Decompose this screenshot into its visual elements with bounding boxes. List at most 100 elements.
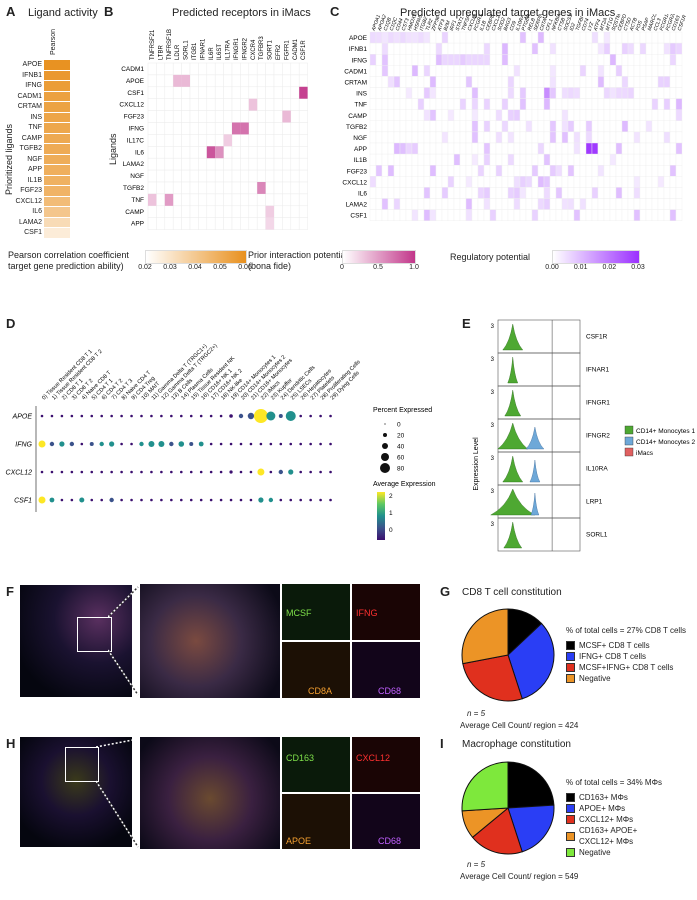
panel-b-heat-cell [214, 193, 224, 207]
panel-c-heat-cell [555, 65, 563, 77]
panel-d-dot [140, 498, 143, 502]
panel-c-heat-cell [375, 42, 383, 55]
panel-c-heat-cell [537, 109, 545, 121]
panel-d-dot [269, 442, 273, 446]
panel-d-size-legend-dot [380, 463, 390, 473]
panel-c-heat-cell [549, 109, 557, 121]
panel-c-heat-cell [375, 31, 383, 44]
panel-c-heat-cell [573, 187, 581, 199]
panel-d-dot [60, 470, 64, 474]
panel-b-heat-cell [214, 134, 224, 147]
panel-c-heat-cell [471, 187, 479, 199]
panel-c-heat-cell [387, 209, 395, 221]
panel-c-heat-cell [573, 76, 581, 88]
panel-c-heat-cell [645, 87, 653, 99]
panel-h-merged-zoom-image [140, 737, 280, 849]
panel-d-dot [229, 442, 233, 446]
panel-c-heat-cell [507, 87, 515, 99]
panel-a-ligand-label: TGFB2 [19, 145, 42, 152]
panel-c-heat-cell [657, 164, 665, 177]
panel-b-heat-cell [189, 193, 199, 207]
panel-c-heat-cell [513, 65, 521, 77]
panel-c-heat-cell [669, 198, 677, 210]
legend-tick: 0.04 [188, 264, 202, 271]
panel-b-heat-cell [240, 169, 250, 183]
panel-c-heat-cell [549, 31, 557, 44]
panel-b-heat-cell [198, 217, 208, 230]
panel-b-heat-cell-active [257, 182, 266, 194]
panel-c-heat-cell [537, 209, 545, 221]
panel-c-heat-cell [633, 31, 641, 44]
panel-c-heat-cell [537, 76, 545, 88]
panel-c-heat-cell [477, 76, 485, 88]
panel-b-heat-cell [256, 193, 266, 207]
panel-c-heat-cell [603, 54, 611, 66]
panel-c-heat-cell [387, 109, 395, 121]
panel-c-heat-cell [603, 42, 611, 55]
panel-c-heat-cell [561, 54, 569, 66]
panel-h-marker-cd68: CD68 [378, 836, 402, 846]
panel-c-heat-cell [369, 176, 377, 188]
panel-b-heat-cell [147, 181, 157, 195]
panel-d-dot [189, 442, 194, 446]
panel-c-heat-cell [591, 164, 599, 177]
panel-e-ytick: 3 [491, 489, 495, 495]
panel-c-heat-cell [393, 131, 401, 144]
panel-d-dot [329, 470, 332, 474]
panel-c-heat-cell [381, 87, 389, 99]
panel-c-heat-cell [447, 131, 455, 144]
panel-c-heat-cell [519, 76, 527, 88]
panel-c-heat-cell [495, 142, 503, 155]
pie-legend-label: MCSF+IFNG+ CD8 T cells [579, 663, 674, 672]
panel-c-gene-label: CD74 [581, 17, 591, 31]
panel-c-heat-cell [381, 164, 389, 177]
panel-b-heat-cell [214, 62, 224, 76]
panel-c-heat-cell [579, 176, 587, 188]
panel-d-dot [209, 442, 213, 446]
panel-c-heat-cell [657, 176, 665, 188]
panel-c-heat-cell [477, 198, 485, 210]
panel-b-heat-cell [214, 217, 224, 230]
panel-d-size-legend-dot [383, 433, 387, 437]
panel-c-heat-cell [597, 176, 605, 188]
panel-d-dot [180, 498, 183, 502]
panel-b-heat-cell [282, 86, 292, 99]
panel-d-dot [266, 411, 276, 421]
panel-c-heat-cell [573, 164, 581, 177]
panel-c-heat-cell [609, 76, 617, 88]
panel-c-heat-cell [549, 120, 557, 133]
panel-c-heat-cell [603, 198, 611, 210]
panel-b-heat-cell [164, 181, 174, 195]
panel-c-heat-cell [543, 76, 551, 88]
panel-b-heat-cell [206, 134, 216, 147]
panel-b-title: Predicted receptors in iMacs [172, 7, 311, 19]
panel-d-dot [258, 497, 264, 503]
panel-b-heat-cell [156, 86, 166, 99]
panel-c-heat-cell [471, 54, 479, 66]
panel-c-heat-cell [501, 65, 509, 77]
panel-c-heat-cell [423, 131, 431, 144]
panel-b-heat-cell [214, 157, 224, 171]
panel-c-heat-cell [645, 42, 653, 55]
panel-b-heat-cell-active [265, 217, 274, 230]
panel-c-heat-cell [495, 54, 503, 66]
panel-d-dot [150, 498, 153, 502]
panel-c-heat-cell [507, 98, 515, 110]
panel-c-heat-cell [621, 120, 629, 133]
panel-c-heat-cell [369, 31, 377, 44]
panel-d-dot [110, 470, 113, 474]
legend-tick: 0.02 [602, 264, 617, 271]
panel-c-heat-cell [561, 98, 569, 110]
panel-c-heat-cell [501, 120, 509, 133]
panel-c-heat-cell [381, 42, 389, 55]
panel-c-heat-cell [471, 76, 479, 88]
panel-d-dot [60, 414, 64, 418]
panel-b-ligand-label: TGFB2 [123, 185, 144, 192]
panel-d-dot [70, 498, 74, 502]
panel-b-heat-cell-active [232, 122, 241, 135]
panel-c-heat-cell [585, 153, 593, 166]
panel-b-ligand-label: CAMP [125, 209, 144, 216]
panel-c-heat-cell [585, 87, 593, 99]
panel-d-dot [178, 441, 185, 447]
panel-c-heat-cell [579, 87, 587, 99]
